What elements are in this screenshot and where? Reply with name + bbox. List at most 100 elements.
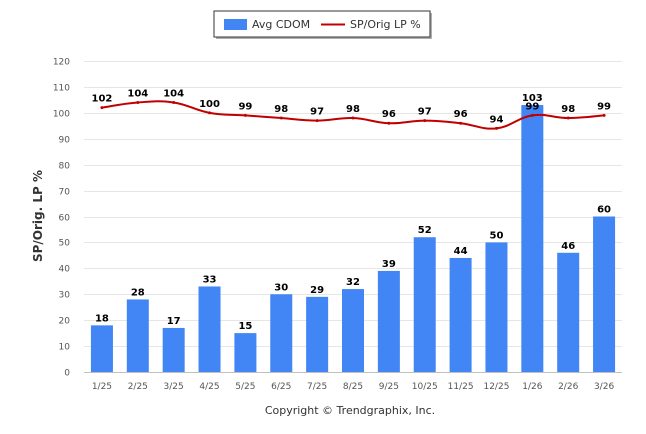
bar-value-label: 46 bbox=[561, 241, 575, 252]
bar-3/25 bbox=[162, 327, 185, 372]
line-point-5/25 bbox=[243, 113, 247, 117]
bar-value-label: 18 bbox=[95, 313, 109, 324]
x-tick-label: 11/25 bbox=[448, 382, 474, 392]
bar-9/25 bbox=[377, 270, 400, 372]
y-tick-label: 20 bbox=[59, 317, 71, 327]
y-tick-label: 90 bbox=[59, 136, 71, 146]
line-point-12/25 bbox=[494, 126, 498, 130]
bar-10/25 bbox=[413, 237, 436, 372]
legend-label-avg-cdom: Avg CDOM bbox=[252, 18, 310, 31]
line-point-4/25 bbox=[208, 111, 212, 115]
x-tick-label: 5/25 bbox=[235, 382, 255, 392]
line-value-label: 99 bbox=[525, 101, 539, 112]
bar-value-label: 60 bbox=[597, 205, 611, 216]
y-tick-label: 10 bbox=[59, 343, 71, 353]
bar-value-label: 32 bbox=[346, 277, 360, 288]
bar-7/25 bbox=[306, 296, 329, 372]
y-tick-label: 100 bbox=[53, 110, 70, 120]
line-value-label: 97 bbox=[310, 107, 324, 118]
line-point-1/26 bbox=[530, 113, 534, 117]
bar-2/26 bbox=[557, 252, 580, 372]
line-value-label: 100 bbox=[199, 99, 220, 110]
y-axis-ticks: 0 10 20 30 40 50 60 70 80 90 100 110 120 bbox=[53, 58, 70, 379]
bar-1/25 bbox=[90, 325, 113, 372]
x-tick-label: 1/26 bbox=[522, 382, 542, 392]
bar-6/25 bbox=[270, 294, 293, 372]
x-axis-ticks: 1/25 2/25 3/25 4/25 5/25 6/25 7/25 8/25 9/25 10/2… bbox=[92, 382, 615, 392]
line-point-8/25 bbox=[351, 116, 355, 120]
data-labels: 18 28 17 33 15 30 29 32 39 52 44 50 103 46 60 102 104 104… bbox=[91, 88, 611, 332]
y-tick-label: 70 bbox=[59, 188, 71, 198]
line-point-6/25 bbox=[279, 116, 283, 120]
line-point-2/26 bbox=[566, 116, 570, 120]
line-point-7/25 bbox=[315, 119, 319, 123]
bar-2/25 bbox=[126, 299, 149, 372]
legend: Avg CDOM SP/Orig LP % bbox=[213, 10, 432, 39]
line-value-label: 94 bbox=[490, 114, 504, 125]
copyright-text: Copyright © Trendgraphix, Inc. bbox=[265, 404, 435, 417]
bar-value-label: 28 bbox=[131, 287, 145, 298]
line-point-11/25 bbox=[459, 121, 463, 125]
line-value-label: 96 bbox=[382, 109, 396, 120]
y-tick-label: 0 bbox=[64, 369, 70, 379]
bar-value-label: 103 bbox=[522, 93, 543, 104]
bar-series-avg-cdom bbox=[90, 105, 616, 372]
line-value-label: 96 bbox=[454, 109, 468, 120]
line-value-label: 98 bbox=[274, 104, 288, 115]
bar-value-label: 50 bbox=[490, 230, 504, 241]
y-tick-label: 30 bbox=[59, 291, 71, 301]
line-point-3/26 bbox=[602, 113, 606, 117]
x-tick-label: 6/25 bbox=[271, 382, 291, 392]
y-tick-label: 80 bbox=[59, 162, 71, 172]
bar-value-label: 17 bbox=[167, 316, 181, 327]
x-tick-label: 4/25 bbox=[199, 382, 219, 392]
bar-value-label: 33 bbox=[203, 274, 217, 285]
line-value-label: 104 bbox=[127, 88, 148, 99]
bar-value-label: 39 bbox=[382, 259, 396, 270]
line-value-label: 98 bbox=[561, 104, 575, 115]
y-axis-title: SP/Orig. LP % bbox=[31, 170, 45, 262]
bar-value-label: 29 bbox=[310, 285, 324, 296]
x-tick-label: 1/25 bbox=[92, 382, 112, 392]
line-value-label: 99 bbox=[238, 101, 252, 112]
bar-3/26 bbox=[593, 216, 616, 372]
x-tick-label: 2/26 bbox=[558, 382, 578, 392]
line-point-9/25 bbox=[387, 121, 391, 125]
x-tick-label: 10/25 bbox=[412, 382, 438, 392]
x-tick-label: 7/25 bbox=[307, 382, 327, 392]
bar-12/25 bbox=[485, 242, 508, 372]
bar-11/25 bbox=[449, 257, 472, 372]
y-tick-label: 50 bbox=[59, 239, 71, 249]
line-value-label: 98 bbox=[346, 104, 360, 115]
line-point-3/25 bbox=[172, 100, 176, 104]
x-tick-label: 3/26 bbox=[594, 382, 614, 392]
x-tick-label: 8/25 bbox=[343, 382, 363, 392]
bar-8/25 bbox=[342, 289, 364, 372]
bar-4/25 bbox=[198, 286, 221, 372]
y-tick-label: 110 bbox=[53, 84, 70, 94]
x-tick-label: 3/25 bbox=[164, 382, 184, 392]
line-point-2/25 bbox=[136, 100, 140, 104]
legend-label-sp-orig-lp: SP/Orig LP % bbox=[350, 18, 421, 31]
bar-value-label: 15 bbox=[238, 321, 252, 332]
legend-swatch-avg-cdom bbox=[224, 19, 247, 30]
line-value-label: 99 bbox=[597, 101, 611, 112]
y-tick-label: 60 bbox=[59, 214, 71, 224]
x-tick-label: 2/25 bbox=[128, 382, 148, 392]
bar-value-label: 44 bbox=[454, 246, 468, 257]
line-value-label: 102 bbox=[91, 94, 112, 105]
x-tick-label: 9/25 bbox=[379, 382, 399, 392]
y-tick-label: 120 bbox=[53, 58, 70, 68]
line-value-label: 104 bbox=[163, 88, 184, 99]
y-tick-label: 40 bbox=[59, 265, 71, 275]
x-tick-label: 12/25 bbox=[483, 382, 509, 392]
line-point-10/25 bbox=[423, 119, 427, 123]
bar-value-label: 30 bbox=[274, 282, 288, 293]
line-value-label: 97 bbox=[418, 107, 432, 118]
line-series-sp-orig-lp bbox=[100, 100, 606, 130]
bar-5/25 bbox=[234, 333, 257, 372]
bar-1/26 bbox=[521, 105, 544, 372]
line-point-1/25 bbox=[100, 106, 104, 110]
bar-value-label: 52 bbox=[418, 225, 432, 236]
